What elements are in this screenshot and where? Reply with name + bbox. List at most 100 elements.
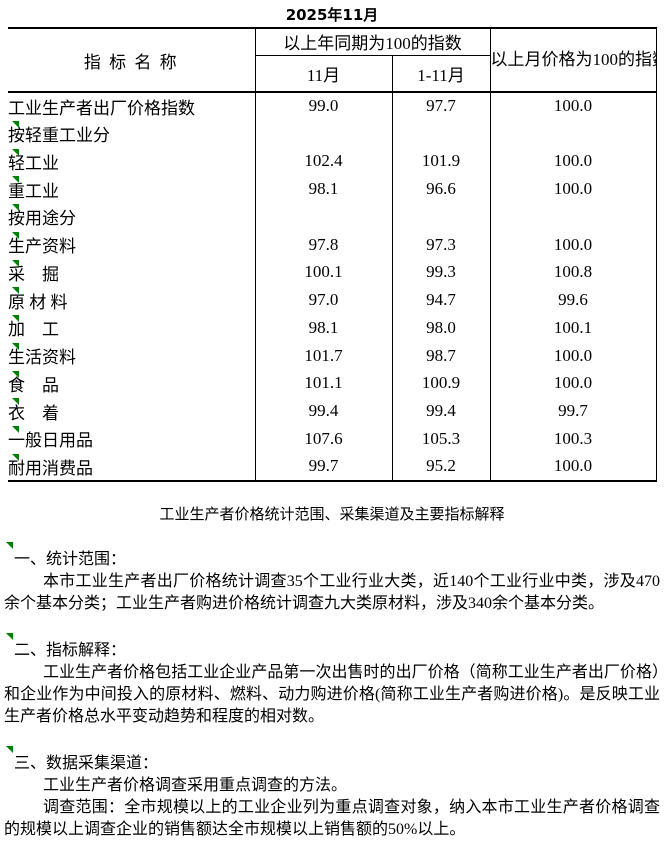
value-ytd: 99.3 <box>392 258 491 287</box>
value-mom: 100.3 <box>490 425 657 453</box>
indicator-label: 生产资料 <box>8 237 76 257</box>
indicator-label: 食 品 <box>8 375 59 395</box>
value-ytd: 99.4 <box>392 397 491 425</box>
indicator-name-cell: 按用途分 <box>8 203 256 231</box>
table-header: 指 标 名 称 以上年同期为100的指数 以上月价格为100的指数 11月 1-… <box>8 28 657 93</box>
table-row: 生活资料 101.7 98.7 100.0 <box>8 341 657 370</box>
value-mom: 100.0 <box>490 341 657 370</box>
value-mom: 99.7 <box>490 397 657 425</box>
green-corner-flag-icon <box>12 120 19 128</box>
indicator-name-cell: 生产资料 <box>8 230 256 259</box>
value-mom: 100.1 <box>490 314 657 342</box>
table-row: 加 工 98.1 98.0 100.1 <box>8 314 657 342</box>
value-mom <box>490 203 657 231</box>
table-row: 衣 着 99.4 99.4 99.7 <box>8 397 657 425</box>
price-index-table: 指 标 名 称 以上年同期为100的指数 以上月价格为100的指数 11月 1-… <box>8 27 657 482</box>
indicator-label: 重工业 <box>8 181 59 201</box>
green-corner-flag-icon <box>12 287 19 295</box>
value-month: 107.6 <box>255 425 393 453</box>
table-row: 一般日用品 107.6 105.3 100.3 <box>8 425 657 453</box>
indicator-name-cell: 采 掘 <box>8 258 256 287</box>
indicator-label: 采 掘 <box>8 264 59 284</box>
note-paragraph: 工业生产者价格包括工业企业产品第一次出售时的出厂价格（简称工业生产者出厂价格）和… <box>4 663 660 725</box>
indicator-name-cell: 重工业 <box>8 175 256 203</box>
column-header-yoy-group: 以上年同期为100的指数 <box>255 28 491 56</box>
value-month <box>255 119 393 148</box>
green-corner-flag-icon <box>6 632 13 640</box>
value-month: 102.4 <box>255 147 393 176</box>
table-body: 工业生产者出厂价格指数 99.0 97.7 100.0 按轻重工业分 轻工业 102.4 10… <box>8 92 657 481</box>
notes: 工业生产者价格统计范围、采集渠道及主要指标解释 一、统计范围： 本市工业生产者出厂… <box>0 503 664 841</box>
value-mom: 100.0 <box>490 452 657 481</box>
value-ytd: 97.7 <box>392 92 491 120</box>
indicator-name-cell: 加 工 <box>8 314 256 342</box>
green-corner-flag-icon <box>12 315 19 322</box>
indicator-label: 轻工业 <box>8 153 59 173</box>
note-section: 三、数据采集渠道： 工业生产者价格调查采用重点调查的方法。调查范围：全市规模以上的… <box>4 745 660 841</box>
column-header-indicator-name: 指 标 名 称 <box>8 28 256 93</box>
green-corner-flag-icon <box>12 370 19 378</box>
note-section-title: 一、统计范围： <box>14 550 127 568</box>
value-mom: 100.0 <box>490 230 657 259</box>
indicator-name-cell: 一般日用品 <box>8 425 256 453</box>
green-corner-flag-icon <box>12 176 19 184</box>
value-ytd: 95.2 <box>392 452 491 481</box>
table-row: 工业生产者出厂价格指数 99.0 97.7 100.0 <box>8 92 657 120</box>
table-row: 采 掘 100.1 99.3 100.8 <box>8 258 657 287</box>
document-page: 2025年11月 指 标 名 称 以上年同期为100的指数 以上月价格为100的… <box>4 6 660 838</box>
header-row-2: 11月 1-11月 <box>8 55 656 93</box>
value-mom: 100.0 <box>490 92 657 120</box>
value-month: 97.8 <box>255 230 393 259</box>
green-corner-flag-icon <box>12 259 19 267</box>
value-month: 98.1 <box>255 175 393 203</box>
value-month: 101.7 <box>255 341 393 370</box>
indicator-name-cell: 原 材 料 <box>8 286 256 314</box>
green-corner-flag-icon <box>6 745 13 753</box>
value-month <box>255 203 393 231</box>
value-ytd: 100.9 <box>392 369 491 398</box>
note-section-title: 三、数据采集渠道： <box>14 754 159 772</box>
table-row: 原 材 料 97.0 94.7 99.6 <box>8 286 657 314</box>
indicator-name-cell: 生活资料 <box>8 341 256 370</box>
indicator-label: 耐用消费品 <box>8 458 93 478</box>
value-mom: 99.6 <box>490 286 657 314</box>
indicator-name-cell: 轻工业 <box>8 147 256 176</box>
note-paragraph: 调查范围：全市规模以上的工业企业列为重点调查对象，纳入本市工业生产者价格调查的规… <box>4 798 660 838</box>
table-row: 按轻重工业分 <box>8 119 657 148</box>
green-corner-flag-icon <box>12 231 19 239</box>
header-row-1: 指 标 名 称 以上年同期为100的指数 以上月价格为100的指数 <box>8 28 657 93</box>
table-row: 食 品 101.1 100.9 100.0 <box>8 369 657 398</box>
value-mom: 100.0 <box>490 369 657 398</box>
value-mom: 100.8 <box>490 258 657 287</box>
notes-sections: 一、统计范围： 本市工业生产者出厂价格统计调查35个工业行业大类，近140个工业行… <box>0 541 664 841</box>
value-ytd: 105.3 <box>392 425 491 453</box>
table-row: 生产资料 97.8 97.3 100.0 <box>8 230 657 259</box>
column-header-month: 11月 <box>255 55 393 93</box>
table-row: 轻工业 102.4 101.9 100.0 <box>8 147 657 176</box>
indicator-label: 一般日用品 <box>8 431 93 451</box>
green-corner-flag-icon <box>6 541 13 549</box>
value-ytd: 94.7 <box>392 286 491 314</box>
green-corner-flag-icon <box>12 342 19 350</box>
green-corner-flag-icon <box>12 398 19 406</box>
indicator-label: 按用途分 <box>8 209 76 229</box>
table-row: 重工业 98.1 96.6 100.0 <box>8 175 657 203</box>
note-paragraph: 工业生产者价格调查采用重点调查的方法。 <box>43 776 348 794</box>
indicator-label: 生活资料 <box>8 348 76 368</box>
indicator-label: 衣 着 <box>8 403 59 423</box>
value-ytd: 98.0 <box>392 314 491 342</box>
value-month: 100.1 <box>255 258 393 287</box>
note-section: 二、指标解释： 工业生产者价格包括工业企业产品第一次出售时的出厂价格（简称工业生产… <box>4 632 660 728</box>
value-ytd: 101.9 <box>392 147 491 176</box>
indicator-label: 按轻重工业分 <box>8 126 110 146</box>
column-header-mom-index: 以上月价格为100的指数 <box>490 28 657 93</box>
indicator-label: 工业生产者出厂价格指数 <box>8 98 195 118</box>
value-month: 99.0 <box>255 92 393 120</box>
value-ytd: 98.7 <box>392 341 491 370</box>
indicator-name-cell: 耐用消费品 <box>8 452 256 481</box>
value-mom: 100.0 <box>490 175 657 203</box>
value-mom: 100.0 <box>490 147 657 176</box>
value-month: 99.7 <box>255 452 393 481</box>
note-section: 一、统计范围： 本市工业生产者出厂价格统计调查35个工业行业大类，近140个工业行… <box>4 541 660 615</box>
page-title: 2025年11月 <box>285 6 379 24</box>
